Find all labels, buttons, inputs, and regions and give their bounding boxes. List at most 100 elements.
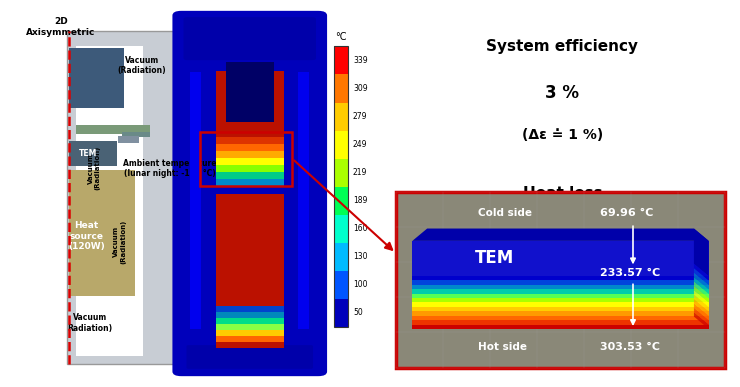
Text: Vacuum
(Radiation): Vacuum (Radiation): [113, 220, 127, 264]
Bar: [190, 72, 201, 329]
Bar: [412, 298, 709, 303]
Text: 309: 309: [353, 84, 368, 93]
Bar: [69, 170, 135, 296]
Bar: [412, 241, 709, 276]
Text: 160: 160: [353, 224, 368, 233]
FancyBboxPatch shape: [184, 17, 316, 60]
Text: 339: 339: [353, 56, 368, 65]
Polygon shape: [694, 286, 709, 303]
Bar: [334, 130, 348, 159]
Bar: [226, 62, 274, 122]
Bar: [412, 311, 709, 316]
Polygon shape: [694, 290, 709, 307]
Polygon shape: [412, 229, 709, 241]
Polygon shape: [694, 277, 709, 294]
Text: Vacuum
(Radiation): Vacuum (Radiation): [118, 56, 166, 75]
Text: 2D
Axisymmetric: 2D Axisymmetric: [26, 17, 95, 37]
Bar: [334, 159, 348, 187]
Bar: [412, 303, 709, 307]
Text: 219: 219: [353, 168, 367, 177]
Bar: [69, 141, 117, 166]
Bar: [215, 137, 284, 144]
Polygon shape: [694, 229, 709, 276]
Bar: [215, 312, 284, 318]
Bar: [67, 31, 189, 364]
Bar: [334, 243, 348, 271]
Polygon shape: [694, 312, 709, 329]
Bar: [215, 318, 284, 324]
Bar: [412, 281, 709, 285]
Polygon shape: [694, 268, 709, 285]
Bar: [215, 158, 284, 165]
Text: System efficiency: System efficiency: [486, 39, 639, 54]
Bar: [215, 336, 284, 342]
Bar: [334, 46, 348, 74]
Text: Vacuum
(Radiation): Vacuum (Radiation): [87, 146, 101, 190]
Bar: [69, 48, 124, 108]
Bar: [412, 320, 709, 325]
Polygon shape: [694, 264, 709, 281]
Text: Cold side: Cold side: [478, 208, 532, 218]
Polygon shape: [694, 308, 709, 325]
Bar: [412, 285, 709, 289]
Bar: [412, 307, 709, 311]
Bar: [334, 46, 348, 327]
Polygon shape: [694, 272, 709, 289]
Text: Heat
source
(120W): Heat source (120W): [68, 221, 105, 251]
Text: TEM: TEM: [475, 250, 514, 267]
Bar: [118, 136, 139, 143]
Bar: [215, 187, 284, 194]
Bar: [396, 192, 725, 368]
Bar: [215, 342, 284, 348]
Text: 249: 249: [353, 140, 368, 149]
Polygon shape: [694, 299, 709, 316]
Text: 34.8 W: 34.8 W: [530, 227, 595, 245]
Text: 3 %: 3 %: [545, 84, 579, 102]
Bar: [215, 165, 284, 172]
Bar: [215, 70, 284, 348]
Bar: [412, 325, 709, 329]
Bar: [334, 299, 348, 327]
Bar: [200, 132, 292, 186]
Polygon shape: [694, 303, 709, 320]
Bar: [298, 72, 309, 329]
Bar: [412, 294, 709, 298]
Bar: [122, 132, 150, 137]
Bar: [215, 179, 284, 187]
Bar: [215, 306, 284, 312]
Polygon shape: [694, 295, 709, 311]
Bar: [334, 103, 348, 130]
Bar: [215, 151, 284, 158]
Text: Ambient temperature
(lunar night: -170 °C): Ambient temperature (lunar night: -170 °…: [124, 159, 217, 178]
Text: (Δε ≐ 1 %): (Δε ≐ 1 %): [522, 128, 603, 142]
Bar: [215, 330, 284, 336]
Bar: [334, 187, 348, 215]
Bar: [76, 46, 143, 356]
Text: 69.96 °C: 69.96 °C: [600, 208, 653, 218]
Polygon shape: [694, 281, 709, 298]
Bar: [76, 125, 150, 134]
Text: Vacuum
Radiation): Vacuum Radiation): [68, 313, 112, 333]
Text: Heat loss: Heat loss: [522, 186, 602, 201]
Bar: [215, 129, 284, 137]
Text: TEM: TEM: [79, 149, 98, 158]
Bar: [334, 271, 348, 299]
Text: 100: 100: [353, 281, 368, 289]
Text: 303.53 °C: 303.53 °C: [600, 341, 660, 351]
Bar: [412, 289, 709, 294]
Bar: [215, 324, 284, 330]
Text: Hot side: Hot side: [478, 341, 527, 351]
Bar: [334, 74, 348, 103]
Text: 50: 50: [353, 308, 363, 317]
FancyBboxPatch shape: [186, 345, 313, 369]
Bar: [215, 144, 284, 151]
Bar: [334, 215, 348, 243]
Text: 233.57 °C: 233.57 °C: [600, 267, 660, 277]
Bar: [215, 172, 284, 179]
FancyBboxPatch shape: [172, 11, 327, 376]
Text: °C: °C: [335, 32, 347, 42]
Text: 189: 189: [353, 196, 367, 205]
Text: 279: 279: [353, 112, 368, 121]
Text: 130: 130: [353, 252, 368, 261]
Bar: [412, 316, 709, 320]
